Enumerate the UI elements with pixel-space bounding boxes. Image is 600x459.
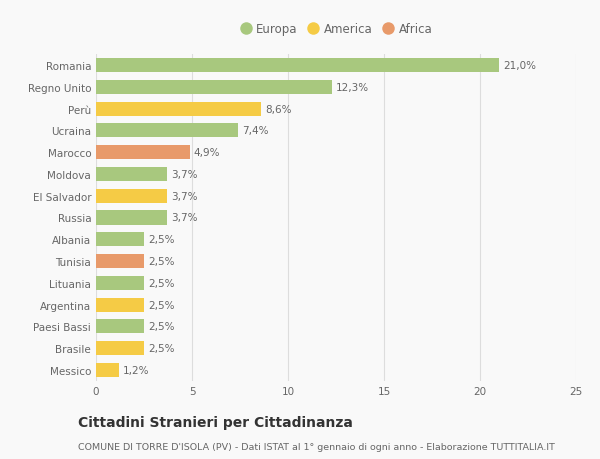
Bar bbox=[96, 276, 144, 290]
Bar bbox=[96, 124, 238, 138]
Text: 3,7%: 3,7% bbox=[171, 213, 197, 223]
Bar bbox=[96, 81, 332, 95]
Text: 3,7%: 3,7% bbox=[171, 169, 197, 179]
Text: 2,5%: 2,5% bbox=[148, 343, 175, 353]
Text: 7,4%: 7,4% bbox=[242, 126, 268, 136]
Text: 21,0%: 21,0% bbox=[503, 61, 536, 71]
Text: 4,9%: 4,9% bbox=[194, 148, 220, 158]
Text: 12,3%: 12,3% bbox=[336, 83, 369, 93]
Bar bbox=[96, 211, 167, 225]
Bar bbox=[96, 146, 190, 160]
Bar bbox=[96, 233, 144, 247]
Bar bbox=[96, 298, 144, 312]
Bar bbox=[96, 341, 144, 355]
Bar bbox=[96, 319, 144, 334]
Text: 2,5%: 2,5% bbox=[148, 300, 175, 310]
Legend: Europa, America, Africa: Europa, America, Africa bbox=[235, 19, 437, 41]
Text: Cittadini Stranieri per Cittadinanza: Cittadini Stranieri per Cittadinanza bbox=[78, 415, 353, 429]
Text: 3,7%: 3,7% bbox=[171, 191, 197, 202]
Bar bbox=[96, 168, 167, 182]
Bar bbox=[96, 189, 167, 203]
Bar bbox=[96, 254, 144, 269]
Text: 2,5%: 2,5% bbox=[148, 235, 175, 245]
Text: COMUNE DI TORRE D'ISOLA (PV) - Dati ISTAT al 1° gennaio di ogni anno - Elaborazi: COMUNE DI TORRE D'ISOLA (PV) - Dati ISTA… bbox=[78, 442, 555, 451]
Text: 2,5%: 2,5% bbox=[148, 257, 175, 267]
Text: 2,5%: 2,5% bbox=[148, 322, 175, 332]
Bar bbox=[96, 102, 261, 117]
Text: 1,2%: 1,2% bbox=[123, 365, 149, 375]
Bar bbox=[96, 363, 119, 377]
Text: 2,5%: 2,5% bbox=[148, 278, 175, 288]
Bar bbox=[96, 59, 499, 73]
Text: 8,6%: 8,6% bbox=[265, 104, 292, 114]
